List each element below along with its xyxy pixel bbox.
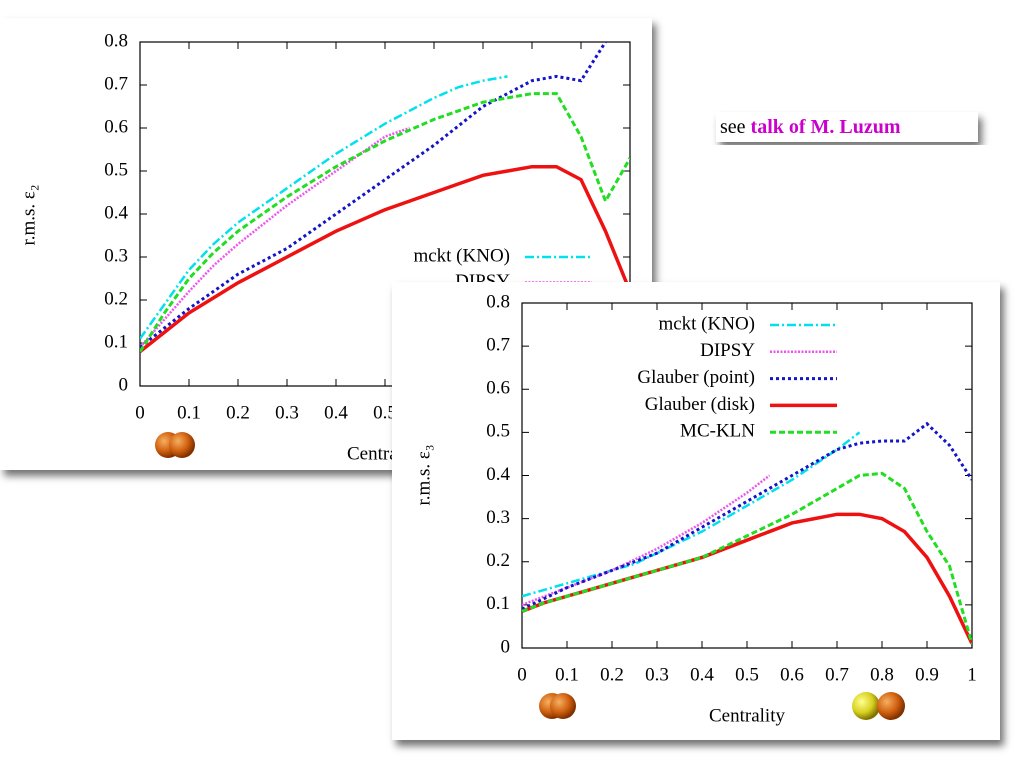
x-tick-label: 0.2 xyxy=(600,664,624,685)
y-tick-label: 0.3 xyxy=(104,245,128,266)
x-tick-label: 0 xyxy=(135,402,145,423)
series-line xyxy=(522,512,972,645)
legend-label: Glauber (point) xyxy=(637,367,755,388)
legend-label: Glauber (disk) xyxy=(645,394,755,415)
annotation: see talk of M. Luzum xyxy=(716,112,978,142)
y-axis-label: r.m.s. ε₃ xyxy=(413,444,434,505)
series-line xyxy=(522,421,972,611)
y-axis-label: r.m.s. ε₂ xyxy=(18,184,39,245)
x-tick-label: 0.9 xyxy=(915,664,939,685)
x-tick-label: 0 xyxy=(517,664,527,685)
x-tick-label: 0.6 xyxy=(780,664,804,685)
panel-e3: 0 0.1 0.2 0.3 0.4 0.5 0.6 0.7 0.8 0.9 1 0 0.1 0.2 0.3 0… xyxy=(392,282,1000,740)
annotation-prefix: see xyxy=(720,116,746,138)
x-tick-label: 0.7 xyxy=(825,664,849,685)
y-tick-label: 0.6 xyxy=(104,116,128,137)
y-tick-label: 0 xyxy=(501,636,511,657)
legend-label: DIPSY xyxy=(700,340,755,361)
x-tick-label: 0.1 xyxy=(555,664,579,685)
y-tick-label: 0.7 xyxy=(104,73,128,94)
y-tick-label: 0.5 xyxy=(486,421,510,442)
series-line xyxy=(140,126,410,349)
x-tick-label: 0.4 xyxy=(324,402,348,423)
y-tick-label: 0.1 xyxy=(104,331,128,352)
legend-label: mckt (KNO) xyxy=(413,245,510,266)
x-tick-label: 0.1 xyxy=(177,402,201,423)
nucleus-icon xyxy=(155,432,195,458)
x-tick-label: 0.2 xyxy=(226,402,250,423)
series-line xyxy=(140,42,608,349)
panel-background xyxy=(392,282,1000,740)
y-tick-label: 0.3 xyxy=(486,507,510,528)
annotation-link: talk of M. Luzum xyxy=(751,116,901,138)
series-line xyxy=(522,474,771,607)
series-line xyxy=(140,164,630,353)
series-line xyxy=(140,75,508,340)
annotation-box xyxy=(716,112,978,142)
y-tick-label: 0.4 xyxy=(486,464,510,485)
x-tick-label: 0.8 xyxy=(870,664,894,685)
y-tick-label: 0.2 xyxy=(104,288,128,309)
x-tick-label: 0.3 xyxy=(275,402,299,423)
y-tick-label: 0.4 xyxy=(104,202,128,223)
x-tick-label: 1 xyxy=(967,664,977,685)
y-tick-label: 0.2 xyxy=(486,550,510,571)
series-line xyxy=(522,431,861,598)
y-tick-label: 0.5 xyxy=(104,159,128,180)
series-line xyxy=(140,92,630,353)
legend-label: MC-KLN xyxy=(680,421,755,442)
y-tick-label: 0.1 xyxy=(486,593,510,614)
y-tick-label: 0 xyxy=(119,374,129,395)
y-tick-label: 0.8 xyxy=(104,30,128,51)
y-tick-label: 0.8 xyxy=(486,291,510,312)
x-tick-label: 0.3 xyxy=(645,664,669,685)
x-axis-label: Centrality xyxy=(709,705,785,726)
y-tick-label: 0.6 xyxy=(486,378,510,399)
legend-label: mckt (KNO) xyxy=(658,313,755,334)
x-tick-label: 0.4 xyxy=(690,664,714,685)
x-tick-label: 0.5 xyxy=(373,402,397,423)
y-tick-label: 0.7 xyxy=(486,334,510,355)
x-tick-label: 0.5 xyxy=(735,664,759,685)
nucleus-icon xyxy=(539,692,905,720)
annotation-text: see talk of M. Luzum xyxy=(720,116,901,138)
series-line xyxy=(522,471,972,645)
